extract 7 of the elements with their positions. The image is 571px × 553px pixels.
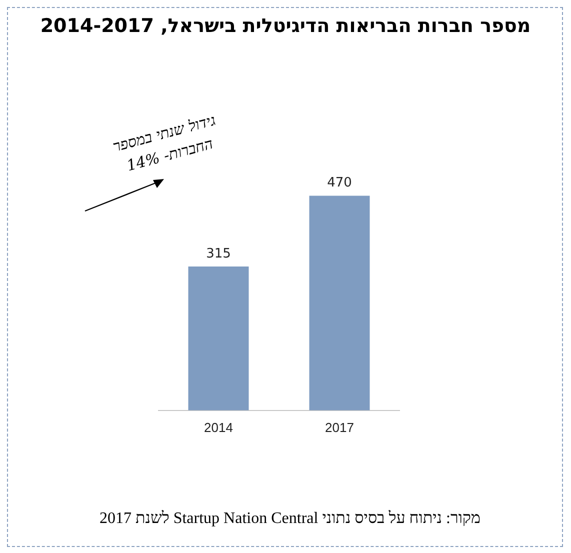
- x-tick-label: 2014: [204, 420, 233, 435]
- data-label: 470: [327, 176, 352, 191]
- chart-title: מספר חברות הבריאות הדיגיטלית בישראל, 2014-2017: [39, 14, 532, 38]
- x-tick-label: 2017: [325, 420, 354, 435]
- data-label: 315: [206, 246, 231, 262]
- text: גידול שנתי במספר החברות- 14%: [110, 110, 218, 177]
- text: מקור: ניתוח על בסיס נתוני Startup Nation Central לשנת 2017: [98, 509, 482, 529]
